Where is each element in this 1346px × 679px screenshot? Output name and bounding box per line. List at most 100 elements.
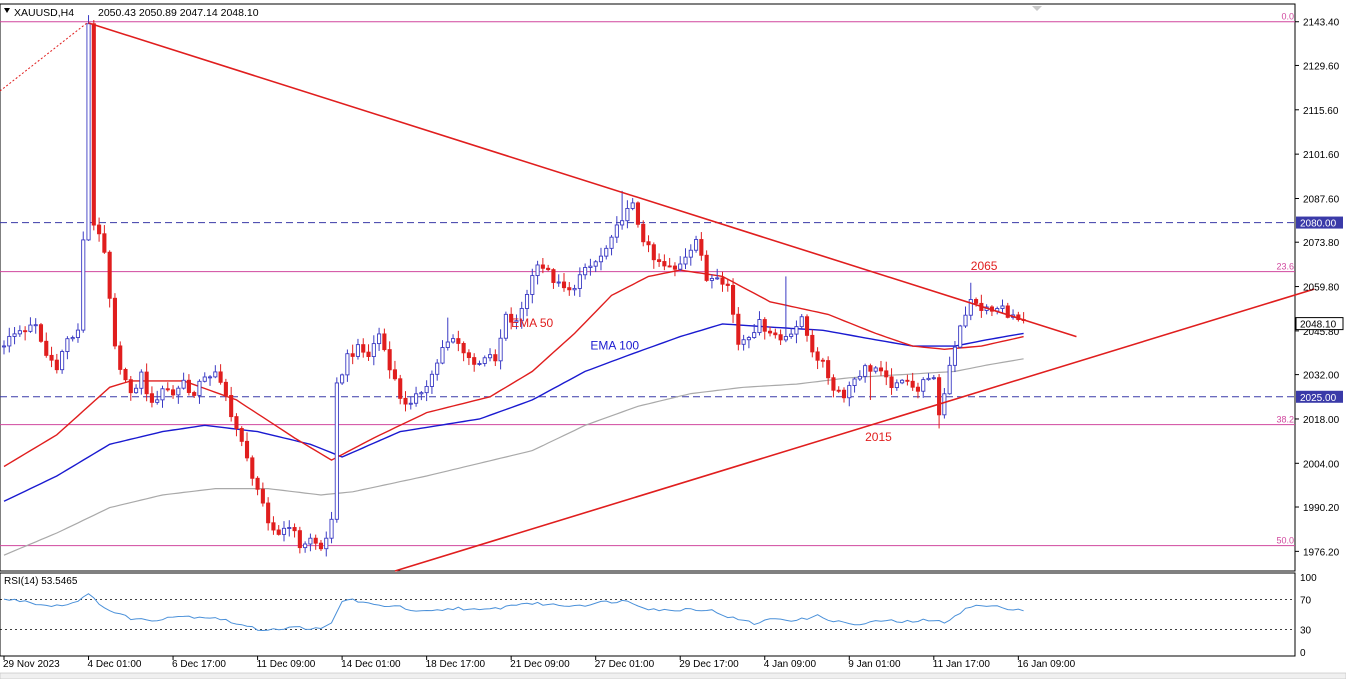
candle (910, 372, 915, 391)
candle (207, 375, 213, 386)
candle-body (297, 530, 302, 549)
candle-body (804, 316, 810, 336)
candle-body (783, 336, 788, 341)
candle (905, 374, 910, 386)
candle-body (524, 294, 530, 309)
candle (789, 328, 794, 339)
candle (937, 374, 942, 429)
candle (75, 323, 81, 343)
candle-body (503, 313, 508, 339)
ema50-line (3, 269, 1024, 468)
candle-body (736, 313, 741, 345)
fib-levels: 0.0 23.6 38.2 50.0 (0, 12, 1295, 547)
candle-body (377, 333, 382, 345)
price-tick-label: 2004.00 (1303, 459, 1340, 470)
annotations: EMA 50 EMA 100 2065 2015 (511, 259, 998, 444)
candle (197, 379, 202, 404)
candle (424, 380, 429, 402)
candle-body (683, 256, 688, 265)
symbol-dropdown-icon[interactable] (4, 8, 10, 13)
chart-annotation: 2065 (971, 259, 998, 273)
candle-body (509, 313, 514, 323)
candle-body (23, 330, 28, 333)
candle-body (28, 324, 33, 332)
candle-body (884, 370, 889, 378)
candle-body (556, 281, 561, 284)
candle-body (461, 342, 466, 354)
candle-body (921, 379, 926, 392)
candle-body (746, 337, 751, 341)
candle-body (630, 202, 635, 209)
candle-body (482, 357, 487, 364)
rsi-tick-label: 30 (1300, 626, 1312, 637)
candle (287, 520, 292, 537)
price-tick-label: 2073.80 (1303, 238, 1340, 249)
candle (408, 396, 413, 410)
candle (746, 335, 751, 349)
candle-body (239, 428, 244, 442)
candle-body (704, 254, 709, 281)
candle (419, 390, 424, 401)
candle-body (44, 340, 49, 356)
candle-body (419, 392, 424, 395)
candle (609, 234, 614, 256)
candle-body (414, 393, 419, 404)
candle-body (1, 345, 7, 348)
candle (598, 247, 604, 271)
rsi-indicator: 100 70 30 0 (0, 573, 1317, 659)
candle-body (91, 23, 96, 226)
candle-body (355, 344, 361, 357)
candle (176, 385, 181, 404)
candle-body (112, 297, 117, 347)
candle (783, 276, 788, 343)
candle (715, 268, 720, 280)
candle (657, 253, 662, 267)
candle-body (318, 542, 324, 550)
candle-body (715, 277, 720, 280)
time-tick-label: 9 Jan 01:00 (848, 659, 901, 670)
candle (868, 363, 873, 400)
candle (435, 359, 440, 381)
candle-body (588, 265, 593, 268)
time-tick-label: 11 Dec 09:00 (257, 659, 316, 670)
price-tick-label: 2059.80 (1303, 283, 1340, 294)
candle-body (577, 274, 582, 289)
candle-body (952, 346, 957, 366)
candle-body (403, 397, 408, 405)
current-price-tag-label: 2048.10 (1300, 320, 1337, 331)
time-tick-label: 11 Jan 17:00 (933, 659, 991, 670)
candle-body (947, 364, 952, 395)
candle-body (38, 324, 44, 342)
candle (461, 341, 466, 362)
candle-body (271, 522, 276, 531)
candle (308, 533, 313, 552)
candle (567, 282, 572, 296)
candle (250, 455, 255, 486)
candle (49, 346, 54, 368)
fib-label: 38.2 (1276, 415, 1294, 425)
candle-body (767, 330, 773, 334)
candle (514, 314, 519, 330)
time-tick-label: 6 Dec 17:00 (172, 659, 226, 670)
candle (672, 262, 677, 277)
candle (382, 328, 387, 352)
candle-body (530, 275, 535, 295)
shift-marker-icon[interactable] (1032, 6, 1042, 11)
candle (123, 367, 128, 383)
fib-anchor-line (0, 21, 89, 92)
candle-body (567, 287, 572, 291)
candle-body (435, 362, 440, 375)
candle (1000, 299, 1005, 314)
candle (255, 476, 260, 496)
fib-label: 0.0 (1281, 12, 1294, 22)
candle (451, 334, 456, 344)
candle (456, 330, 461, 352)
candle-body (836, 389, 841, 392)
candle-body (266, 502, 271, 524)
candle (28, 317, 33, 333)
candle-body (794, 326, 799, 335)
candle-body (1000, 305, 1005, 309)
candle (625, 200, 630, 229)
candle (91, 19, 96, 231)
